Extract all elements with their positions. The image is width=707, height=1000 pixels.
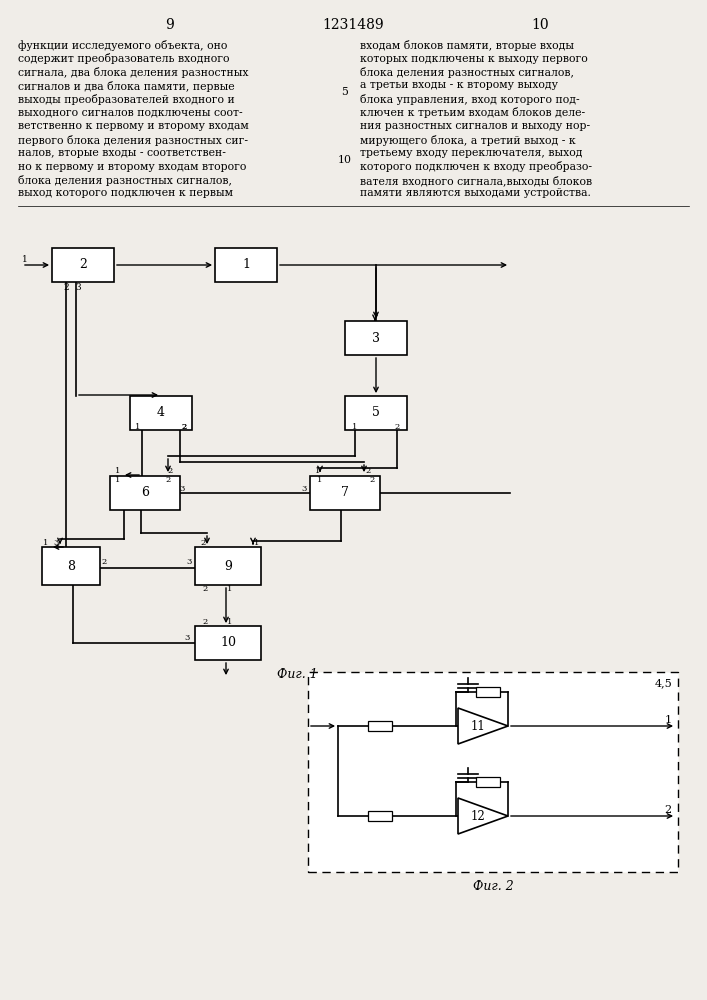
Text: 3: 3 <box>180 485 185 493</box>
Text: 1: 1 <box>352 423 358 431</box>
Bar <box>130 396 192 430</box>
Text: 3: 3 <box>53 539 59 547</box>
Text: 2: 2 <box>665 805 672 815</box>
Text: 2: 2 <box>182 423 187 431</box>
Text: 3: 3 <box>301 485 307 493</box>
Text: 1: 1 <box>317 476 322 484</box>
Text: 1: 1 <box>228 618 233 626</box>
Bar <box>476 777 500 787</box>
Text: памяти являются выходами устройства.: памяти являются выходами устройства. <box>360 188 591 198</box>
Text: выход которого подключен к первым: выход которого подключен к первым <box>18 188 233 198</box>
Text: 2: 2 <box>366 467 370 475</box>
Text: 2: 2 <box>165 476 170 484</box>
Text: 1: 1 <box>255 539 259 547</box>
Text: ключен к третьим входам блоков деле-: ключен к третьим входам блоков деле- <box>360 107 585 118</box>
Text: 1: 1 <box>228 585 233 593</box>
Text: 3: 3 <box>75 282 81 292</box>
Text: ветственно к первому и второму входам: ветственно к первому и второму входам <box>18 121 249 131</box>
Text: 9: 9 <box>165 18 175 32</box>
Bar <box>368 721 392 731</box>
Text: 1: 1 <box>115 476 121 484</box>
Text: 2: 2 <box>63 282 69 292</box>
Text: третьему входу переключателя, выход: третьему входу переключателя, выход <box>360 148 583 158</box>
Bar <box>476 687 500 697</box>
Text: Фиг. 2: Фиг. 2 <box>472 880 513 892</box>
Text: 7: 7 <box>341 487 349 499</box>
Text: 2: 2 <box>200 539 206 547</box>
Text: вателя входного сигнала,выходы блоков: вателя входного сигнала,выходы блоков <box>360 175 592 186</box>
Text: сигналов и два блока памяти, первые: сигналов и два блока памяти, первые <box>18 81 235 92</box>
Text: блока деления разностных сигналов,: блока деления разностных сигналов, <box>18 175 232 186</box>
Text: мирующего блока, а третий выход - к: мирующего блока, а третий выход - к <box>360 134 575 145</box>
Text: блока деления разностных сигналов,: блока деления разностных сигналов, <box>360 67 574 78</box>
Text: 2: 2 <box>202 585 208 593</box>
Bar <box>110 476 180 510</box>
Text: 6: 6 <box>141 487 149 499</box>
Bar <box>308 672 678 872</box>
Text: которых подключены к выходу первого: которых подключены к выходу первого <box>360 53 588 64</box>
Text: 5: 5 <box>372 406 380 420</box>
Text: 1231489: 1231489 <box>322 18 384 32</box>
Bar <box>195 626 261 660</box>
Text: 2: 2 <box>182 423 187 431</box>
Text: а третьи входы - к второму выходу: а третьи входы - к второму выходу <box>360 81 558 91</box>
Text: 1: 1 <box>135 423 141 431</box>
Text: выходы преобразователей входного и: выходы преобразователей входного и <box>18 94 235 105</box>
Bar <box>345 321 407 355</box>
Bar <box>195 547 261 585</box>
Text: 4,5: 4,5 <box>654 678 672 688</box>
Text: 1: 1 <box>115 467 121 475</box>
Text: ния разностных сигналов и выходу нор-: ния разностных сигналов и выходу нор- <box>360 121 590 131</box>
Text: 1: 1 <box>315 467 321 475</box>
Text: 10: 10 <box>220 637 236 650</box>
Text: 10: 10 <box>531 18 549 32</box>
Polygon shape <box>458 798 508 834</box>
Text: 2: 2 <box>369 476 375 484</box>
Text: функции исследуемого объекта, оно: функции исследуемого объекта, оно <box>18 40 228 51</box>
Text: 2: 2 <box>395 423 399 431</box>
Text: 10: 10 <box>338 155 352 165</box>
Bar <box>215 248 277 282</box>
Text: 9: 9 <box>224 560 232 572</box>
Bar <box>310 476 380 510</box>
Text: 1: 1 <box>43 539 49 547</box>
Bar <box>368 811 392 821</box>
Text: 5: 5 <box>341 87 349 97</box>
Text: сигнала, два блока деления разностных: сигнала, два блока деления разностных <box>18 67 248 78</box>
Text: но к первому и второму входам второго: но к первому и второму входам второго <box>18 161 246 172</box>
Text: 1: 1 <box>22 255 28 264</box>
Text: первого блока деления разностных сиг-: первого блока деления разностных сиг- <box>18 134 248 145</box>
Text: 11: 11 <box>471 720 486 732</box>
Bar <box>52 248 114 282</box>
Text: 1: 1 <box>242 258 250 271</box>
Polygon shape <box>458 708 508 744</box>
Text: выходного сигналов подключены соот-: выходного сигналов подключены соот- <box>18 107 243 117</box>
Text: 2: 2 <box>168 467 173 475</box>
Text: 4: 4 <box>157 406 165 420</box>
Text: 3: 3 <box>185 634 189 642</box>
Text: 2: 2 <box>202 618 208 626</box>
Text: 3: 3 <box>372 332 380 344</box>
Text: которого подключен к входу преобразо-: которого подключен к входу преобразо- <box>360 161 592 172</box>
Bar <box>42 547 100 585</box>
Text: налов, вторые входы - соответствен-: налов, вторые входы - соответствен- <box>18 148 226 158</box>
Text: Фиг. 1: Фиг. 1 <box>277 668 317 680</box>
Text: 1: 1 <box>665 715 672 725</box>
Text: блока управления, вход которого под-: блока управления, вход которого под- <box>360 94 580 105</box>
Text: 3: 3 <box>187 558 192 566</box>
Text: содержит преобразователь входного: содержит преобразователь входного <box>18 53 230 64</box>
Text: 2: 2 <box>79 258 87 271</box>
Text: 8: 8 <box>67 560 75 572</box>
Bar <box>345 396 407 430</box>
Text: входам блоков памяти, вторые входы: входам блоков памяти, вторые входы <box>360 40 574 51</box>
Text: 12: 12 <box>471 810 486 822</box>
Text: 2: 2 <box>101 558 107 566</box>
